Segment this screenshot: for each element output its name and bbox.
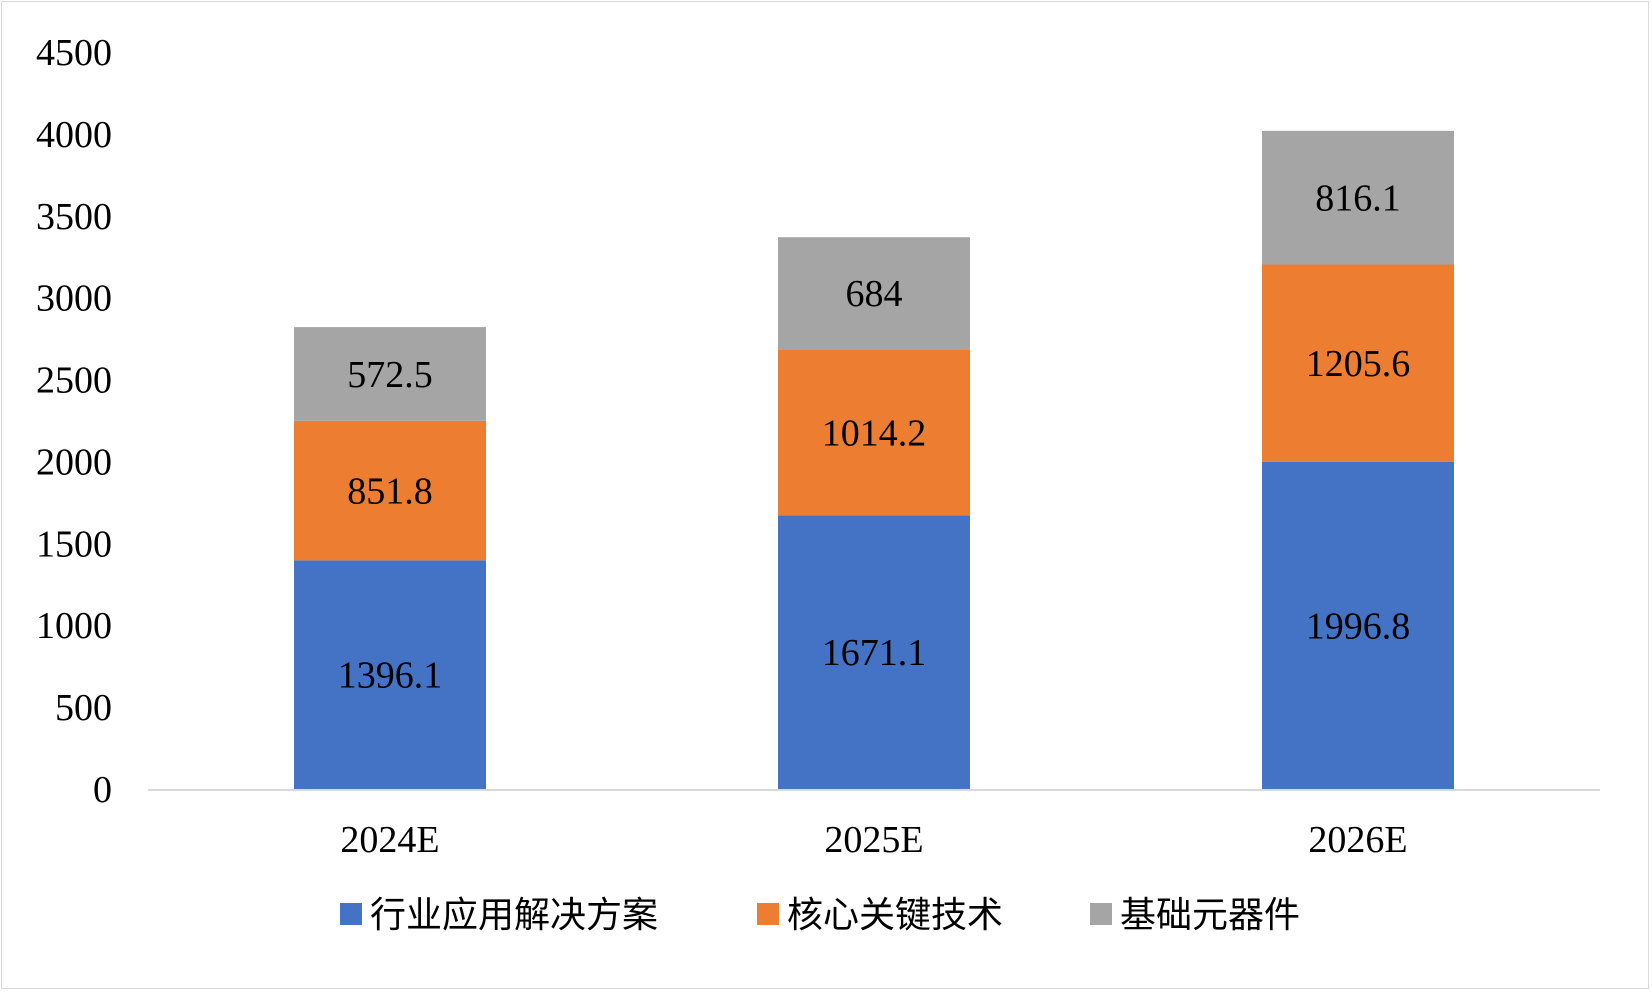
bar-segment <box>778 237 970 350</box>
legend-label: 行业应用解决方案 <box>370 895 658 936</box>
data-label: 1671.1 <box>822 632 927 674</box>
y-axis-ticks: 0 500 1000 1500 2000 2500 3000 3500 4000 4500 <box>36 32 112 811</box>
y-tick-label: 500 <box>55 687 112 729</box>
bar-segment <box>294 327 486 421</box>
legend: 行业应用解决方案 核心关键技术 基础元器件 <box>340 895 1300 936</box>
data-label: 816.1 <box>1315 178 1401 220</box>
legend-label: 核心关键技术 <box>787 895 1003 936</box>
legend-swatch <box>340 903 362 925</box>
data-label: 1996.8 <box>1306 605 1411 647</box>
data-label: 851.8 <box>347 471 433 513</box>
y-tick-label: 2500 <box>36 360 112 402</box>
x-axis-ticks: 2024E 2025E 2026E <box>340 819 1407 861</box>
y-tick-label: 3000 <box>36 278 112 320</box>
y-tick-label: 4500 <box>36 32 112 74</box>
legend-label: 基础元器件 <box>1120 895 1300 936</box>
x-tick-label: 2025E <box>824 819 923 861</box>
bar-segment <box>1262 130 1454 265</box>
bar-segment <box>294 420 486 561</box>
x-tick-label: 2026E <box>1308 819 1407 861</box>
data-label: 572.5 <box>347 354 433 396</box>
data-label: 1205.6 <box>1306 343 1411 385</box>
x-tick-label: 2024E <box>340 819 439 861</box>
legend-swatch <box>1090 903 1112 925</box>
bar-segment <box>1262 461 1454 789</box>
bars <box>294 130 1454 789</box>
bar-segment <box>778 515 970 789</box>
y-tick-label: 0 <box>93 769 112 811</box>
y-tick-label: 2000 <box>36 441 112 483</box>
y-tick-label: 1000 <box>36 605 112 647</box>
data-label: 684 <box>846 273 903 315</box>
bar-segment <box>778 349 970 516</box>
legend-swatch <box>757 903 779 925</box>
data-labels: 1396.1 851.8 572.5 1671.1 1014.2 684 1996.8 120… <box>338 178 1411 697</box>
y-tick-label: 4000 <box>36 114 112 156</box>
data-label: 1014.2 <box>822 412 927 454</box>
y-tick-label: 3500 <box>36 196 112 238</box>
data-label: 1396.1 <box>338 655 443 697</box>
bar-segment <box>1262 264 1454 462</box>
y-tick-label: 1500 <box>36 523 112 565</box>
bar-segment <box>294 560 486 789</box>
